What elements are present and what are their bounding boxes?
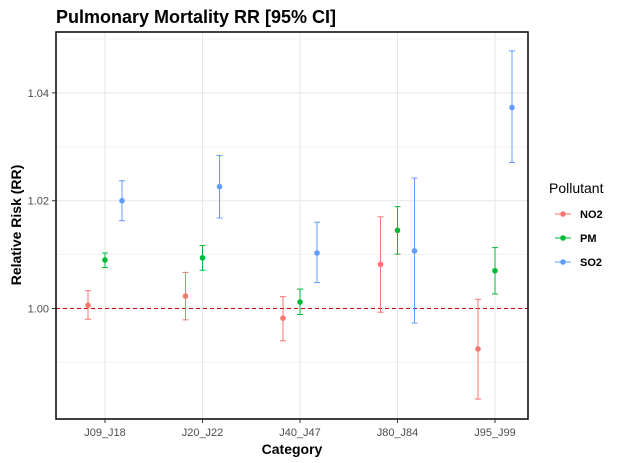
errorbar-so2-j95_j99 xyxy=(509,50,515,163)
legend-label: NO2 xyxy=(580,209,603,221)
x-axis: J09_J18 J20_J22 J40_J47 J80_J84 J95_J99 xyxy=(84,419,516,439)
errorbar-no2-j20_j22 xyxy=(182,271,189,321)
errorbar-no2-j40_j47 xyxy=(280,296,286,342)
legend-item-so2: SO2 xyxy=(555,257,602,269)
data-point xyxy=(314,250,320,256)
grid-lines xyxy=(56,32,528,419)
data-point xyxy=(411,248,418,254)
data-point xyxy=(394,227,401,234)
data-marks xyxy=(85,50,515,400)
legend-key-point xyxy=(560,235,566,241)
legend-label: SO2 xyxy=(580,257,602,269)
data-point xyxy=(216,183,223,190)
legend-key-point xyxy=(560,211,566,217)
errorbar-pm-j20_j22 xyxy=(199,244,206,271)
x-tick-label: J20_J22 xyxy=(182,427,224,439)
errorbar-so2-j80_j84 xyxy=(411,177,418,324)
plot-border xyxy=(55,31,529,420)
y-axis-title: Relative Risk (RR) xyxy=(8,165,24,286)
data-point xyxy=(119,197,125,204)
legend-items: NO2 PM SO2 xyxy=(555,209,603,269)
errorbar-no2-j09_j18 xyxy=(85,290,91,320)
data-point xyxy=(297,299,303,305)
x-tick-label: J80_J84 xyxy=(377,427,419,439)
data-point xyxy=(509,104,515,111)
legend: Pollutant NO2 PM SO2 xyxy=(549,180,604,269)
legend-key-point xyxy=(560,259,566,265)
data-point xyxy=(492,267,498,274)
errorbar-pm-j80_j84 xyxy=(394,206,401,255)
x-tick-label: J09_J18 xyxy=(84,427,126,439)
y-axis: 1.00 1.02 1.04 xyxy=(28,88,56,316)
errorbar-so2-j40_j47 xyxy=(314,221,320,284)
legend-title: Pollutant xyxy=(549,180,604,196)
errorbar-so2-j20_j22 xyxy=(216,154,223,219)
x-axis-title: Category xyxy=(262,441,323,457)
errorbar-so2-j09_j18 xyxy=(119,180,125,222)
data-point xyxy=(182,293,189,299)
plot-area xyxy=(55,31,529,420)
errorbar-pm-j09_j18 xyxy=(102,252,108,269)
errorbar-no2-j95_j99 xyxy=(475,298,481,400)
y-tick-label: 1.00 xyxy=(28,304,49,316)
data-point xyxy=(280,315,286,322)
y-tick-label: 1.04 xyxy=(28,88,49,100)
errorbar-pm-j40_j47 xyxy=(297,288,303,315)
legend-item-no2: NO2 xyxy=(555,209,603,221)
data-point xyxy=(377,261,384,268)
data-point xyxy=(102,257,108,263)
plot-panel xyxy=(56,32,528,419)
legend-label: PM xyxy=(580,233,597,245)
x-tick-label: J95_J99 xyxy=(474,427,516,439)
errorbar-pm-j95_j99 xyxy=(492,247,498,295)
errorbar-no2-j80_j84 xyxy=(377,216,384,313)
x-tick-label: J40_J47 xyxy=(279,427,321,439)
chart-title: Pulmonary Mortality RR [95% CI] xyxy=(56,7,336,27)
data-point xyxy=(199,255,206,261)
data-point xyxy=(475,346,481,352)
legend-item-pm: PM xyxy=(555,233,597,245)
data-point xyxy=(85,302,91,309)
y-tick-label: 1.02 xyxy=(28,196,49,208)
